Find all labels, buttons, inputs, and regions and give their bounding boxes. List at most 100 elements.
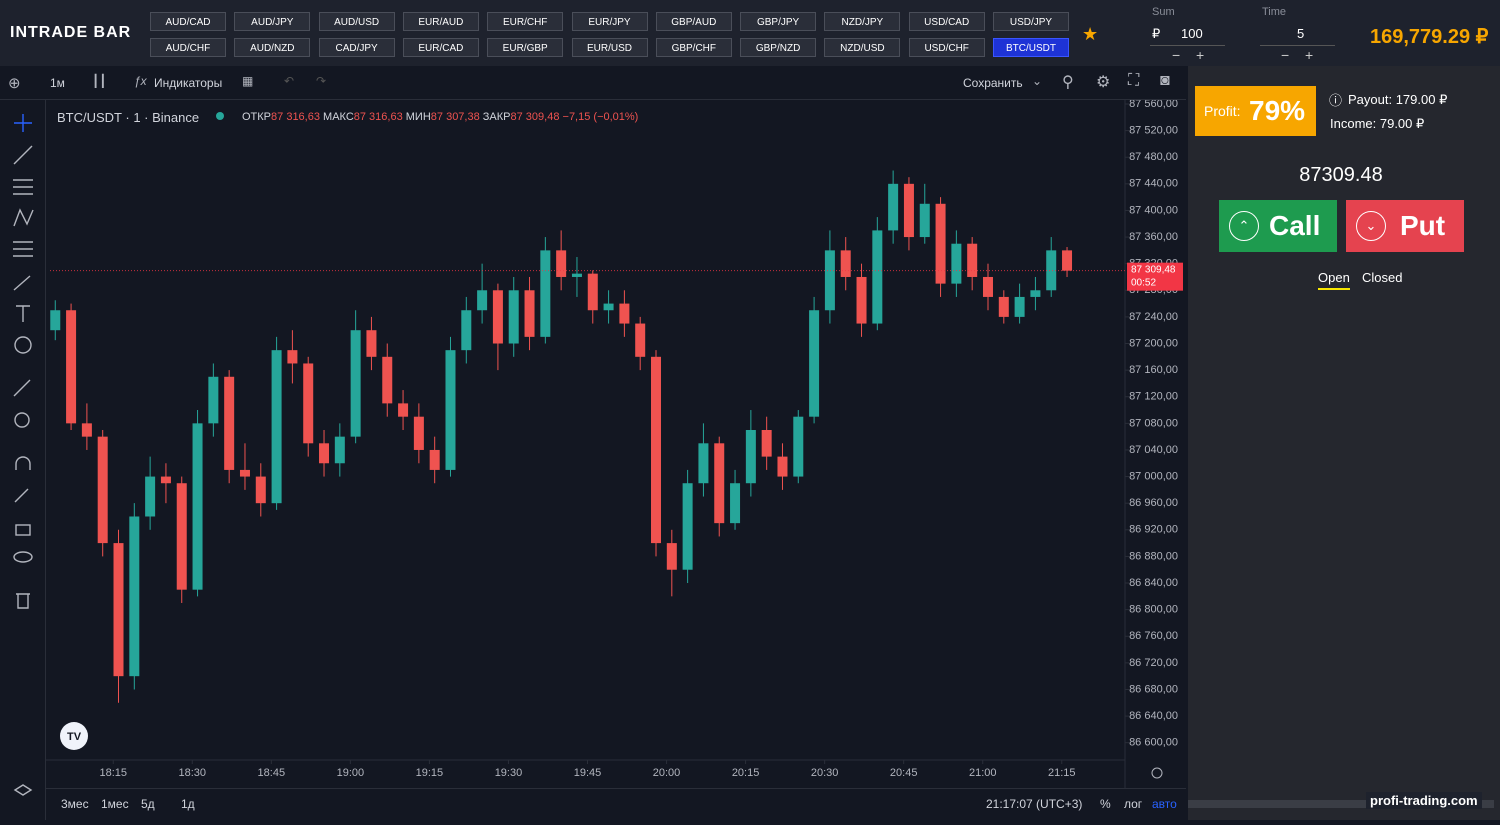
current-price: 87309.48 (1299, 164, 1383, 186)
sum-minus[interactable]: − (1172, 47, 1181, 63)
x-tick-label: 19:45 (574, 767, 602, 779)
pair-button[interactable]: EUR/CHF (487, 12, 564, 31)
percent-toggle[interactable]: % (1100, 797, 1111, 811)
sum-underline (1150, 45, 1225, 46)
line-tool[interactable] (13, 145, 33, 165)
candle-body (998, 296, 1009, 317)
ohlc-legend: ОТКР87 316,63 МАКС87 316,63 МИН87 307,38… (242, 111, 638, 123)
snapshot-icon[interactable]: ◙ (1160, 72, 1170, 89)
sum-input[interactable]: 100 (1181, 26, 1203, 41)
time-minus[interactable]: − (1281, 47, 1290, 63)
pair-button[interactable]: GBP/AUD (655, 12, 732, 31)
pair-button[interactable]: EUR/JPY (571, 12, 648, 31)
chart-type[interactable]: ┃┃ (92, 74, 107, 88)
time-input[interactable]: 5 (1297, 26, 1305, 41)
pair-button[interactable]: AUD/NZD (234, 38, 311, 57)
pair-button[interactable]: BTC/USDT (993, 38, 1069, 57)
lock-tool[interactable] (15, 524, 31, 536)
pair-button[interactable]: AUD/CAD (150, 12, 226, 31)
log-toggle[interactable]: лог (1124, 797, 1143, 811)
redo[interactable]: ↷ (316, 74, 327, 88)
put-button[interactable]: ⌄ Put (1346, 200, 1464, 252)
channel-tool[interactable] (13, 179, 33, 195)
sum-plus[interactable]: + (1196, 47, 1205, 63)
visibility-tool[interactable] (13, 551, 33, 563)
fullscreen-icon[interactable]: ⛶ (1128, 72, 1140, 89)
undo[interactable]: ↶ (284, 74, 295, 88)
candle-body (366, 330, 377, 357)
pair-button[interactable]: GBP/CHF (655, 38, 732, 57)
brush-tool[interactable] (13, 275, 31, 291)
draw-lock-tool[interactable] (14, 488, 29, 503)
object-tree[interactable] (13, 784, 33, 796)
y-tick-label: 86 600,00 (1129, 737, 1178, 749)
tab-closed[interactable]: Closed (1362, 270, 1403, 285)
time-plus[interactable]: + (1305, 47, 1314, 63)
price-tag (1127, 262, 1183, 291)
x-tick-label: 19:30 (495, 767, 523, 779)
pair-button[interactable]: EUR/CAD (402, 38, 479, 57)
pair-button[interactable]: EUR/AUD (402, 12, 479, 31)
candle-body (477, 290, 488, 311)
pair-button[interactable]: CAD/JPY (318, 38, 395, 57)
candle-body (398, 403, 409, 417)
candle-body (1062, 250, 1073, 271)
pair-button[interactable]: USD/CAD (908, 12, 985, 31)
logo[interactable]: INTRADE BAR (10, 24, 132, 41)
pair-button[interactable]: AUD/CHF (150, 38, 226, 57)
currency: ₽ (1152, 26, 1161, 41)
interval[interactable]: 1м (50, 76, 65, 90)
y-tick-label: 87 400,00 (1129, 204, 1178, 216)
layouts[interactable]: ▦ (242, 74, 254, 88)
fib-tool[interactable] (13, 241, 33, 257)
time-label: Time (1262, 6, 1287, 18)
alert-icon[interactable]: ⚲ (1062, 74, 1074, 91)
magnet-tool[interactable] (15, 456, 31, 470)
price-tag-countdown: 00:52 (1131, 277, 1156, 288)
settings-icon[interactable] (1151, 767, 1163, 779)
range-button[interactable]: 3мес (61, 797, 89, 811)
candle-body (1014, 296, 1025, 317)
x-tick-label: 20:00 (653, 767, 681, 779)
range-button[interactable]: 1д (181, 797, 195, 811)
zoom-tool[interactable] (14, 412, 30, 428)
range-button[interactable]: 5д (141, 797, 155, 811)
pair-button[interactable]: GBP/JPY (740, 12, 817, 31)
pair-button[interactable]: USD/JPY (993, 12, 1069, 31)
tab-open[interactable]: Open (1318, 270, 1350, 290)
crosshair-tool[interactable] (14, 114, 32, 132)
delete-tool[interactable] (16, 593, 30, 609)
pattern-tool[interactable] (13, 208, 34, 227)
pair-button[interactable]: NZD/JPY (824, 12, 901, 31)
pair-button[interactable]: GBP/NZD (740, 38, 817, 57)
candle-body (571, 273, 582, 277)
ruler-tool[interactable] (13, 379, 31, 397)
emoji-tool[interactable] (14, 336, 32, 354)
pair-button[interactable]: USD/CHF (908, 38, 985, 57)
candle-body (129, 516, 140, 677)
pair-button[interactable]: AUD/USD (318, 12, 395, 31)
favorite-star[interactable]: ★ (1082, 24, 1099, 44)
save-menu[interactable]: ⌄ (1032, 74, 1043, 88)
settings-icon[interactable]: ⚙ (1096, 74, 1111, 91)
add-symbol[interactable]: ⊕ (8, 75, 21, 92)
payout: Payout: 179.00 ₽ (1348, 92, 1448, 107)
pair-button[interactable]: AUD/JPY (234, 12, 311, 31)
info-icon[interactable]: ⓘ (1329, 93, 1343, 108)
indicators[interactable]: Индикаторы (154, 76, 223, 90)
auto-toggle[interactable]: авто (1152, 797, 1177, 811)
x-tick-label: 18:15 (99, 767, 127, 779)
candle-body (81, 423, 92, 437)
save[interactable]: Сохранить (963, 76, 1023, 90)
pair-button[interactable]: EUR/USD (571, 38, 648, 57)
text-tool[interactable] (16, 305, 30, 322)
pair-button[interactable]: EUR/GBP (487, 38, 564, 57)
chart-toolbar: ⊕ 1м ┃┃ ƒx Индикаторы ▦ ↶ ↷ Сохранить ⌄ … (0, 66, 1186, 100)
candle-body (413, 416, 424, 450)
range-button[interactable]: 1мес (101, 797, 129, 811)
low-value: 87 307,38 (430, 111, 480, 123)
pair-button[interactable]: NZD/USD (824, 38, 901, 57)
call-button[interactable]: ⌃ Call (1219, 200, 1337, 252)
x-tick-label: 18:30 (179, 767, 207, 779)
candle-body (793, 416, 804, 477)
